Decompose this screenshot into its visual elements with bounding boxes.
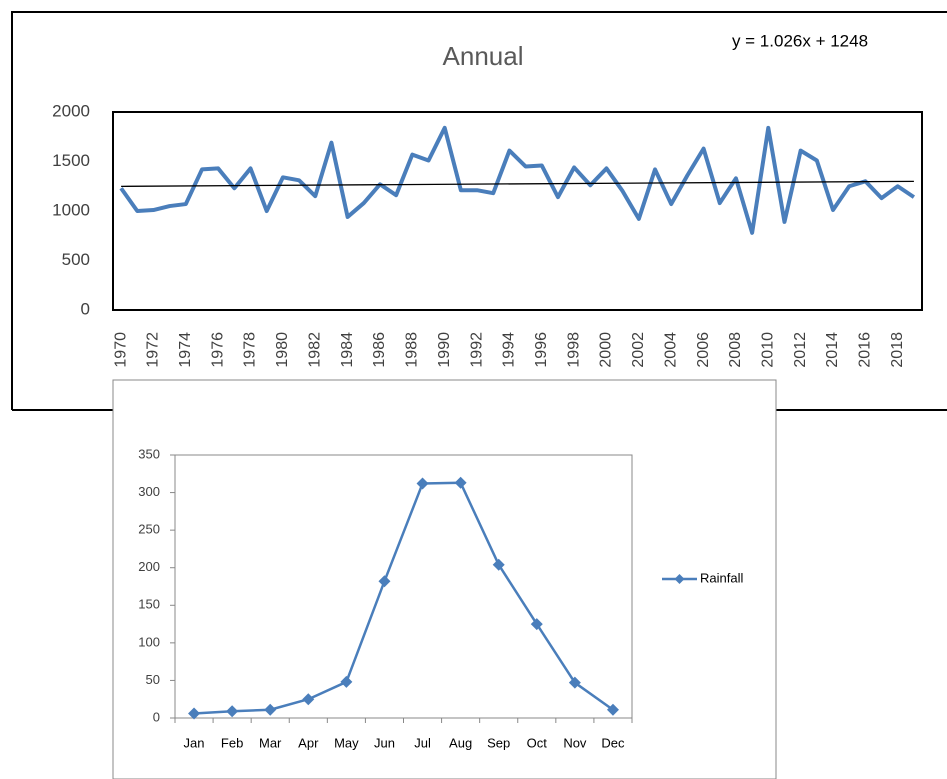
marker — [378, 575, 391, 588]
x-tick-label: Sep — [487, 735, 510, 750]
x-tick-label: Dec — [601, 735, 625, 750]
x-tick-label: 2006 — [695, 332, 712, 368]
x-tick-label: 2018 — [889, 332, 906, 368]
legend-label: Rainfall — [700, 570, 743, 585]
marker — [302, 693, 315, 706]
chart-title: Annual — [443, 41, 524, 71]
x-tick-label: Jan — [184, 735, 205, 750]
x-tick-label: Feb — [221, 735, 243, 750]
trendline — [121, 180, 914, 187]
y-tick-label: 150 — [138, 597, 160, 612]
y-tick-label: 50 — [146, 672, 160, 687]
x-tick-label: Nov — [563, 735, 587, 750]
x-tick-label: 2016 — [857, 332, 874, 368]
x-tick-label: 1976 — [209, 332, 226, 368]
x-tick-label: Apr — [298, 735, 319, 750]
y-tick-label: 1500 — [52, 151, 90, 170]
chart-frame — [11, 11, 947, 410]
x-tick-label: 1978 — [242, 332, 259, 368]
x-tick-label: 2014 — [824, 332, 841, 368]
x-tick-label: Jul — [414, 735, 431, 750]
x-tick-label: 2002 — [630, 332, 647, 368]
x-tick-label: 1982 — [306, 332, 323, 368]
x-tick-label: 1992 — [468, 332, 485, 368]
x-tick-label: 1994 — [501, 332, 518, 368]
y-tick-label: 1000 — [52, 200, 90, 219]
x-tick-label: 2012 — [792, 332, 809, 368]
y-tick-label: 300 — [138, 484, 160, 499]
x-tick-label: 1980 — [274, 332, 291, 368]
y-tick-label: 500 — [62, 250, 90, 269]
marker — [226, 705, 239, 718]
line — [193, 481, 614, 715]
x-tick-label: 1974 — [177, 332, 194, 368]
y-tick-label: 200 — [138, 559, 160, 574]
marker — [416, 477, 429, 490]
x-tick-label: May — [334, 735, 359, 750]
marker — [492, 558, 505, 571]
x-tick-label: Oct — [527, 735, 548, 750]
marker — [264, 703, 277, 716]
x-tick-label: 1996 — [533, 332, 550, 368]
x-tick-label: 1990 — [436, 332, 453, 368]
marker — [606, 703, 619, 716]
y-tick-label: 0 — [81, 299, 90, 318]
x-tick-label: 2008 — [727, 332, 744, 368]
x-tick-label: Jun — [374, 735, 395, 750]
trendline-equation: y = 1.026x + 1248 — [732, 31, 868, 50]
y-tick-label: 0 — [153, 709, 160, 724]
plot-area — [112, 111, 923, 311]
y-tick-label: 100 — [138, 634, 160, 649]
x-tick-label: 1986 — [371, 332, 388, 368]
x-tick-label: 2000 — [598, 332, 615, 368]
x-tick-label: 2004 — [662, 332, 679, 368]
x-tick-label: 1984 — [339, 332, 356, 368]
x-tick-label: Mar — [259, 735, 282, 750]
x-tick-label: 1988 — [404, 332, 421, 368]
marker — [530, 618, 543, 631]
x-tick-label: 1970 — [112, 332, 129, 368]
marker — [454, 476, 467, 489]
line — [119, 125, 916, 235]
y-tick-label: 2000 — [52, 101, 90, 120]
y-tick-label: 350 — [138, 446, 160, 461]
x-tick-label: 1972 — [145, 332, 162, 368]
x-tick-label: Aug — [449, 735, 472, 750]
y-tick-label: 250 — [138, 522, 160, 537]
marker — [568, 676, 581, 689]
x-tick-label: 2010 — [760, 332, 777, 368]
marker — [188, 707, 201, 720]
legend-marker — [674, 574, 685, 584]
marker — [340, 675, 353, 688]
x-tick-label: 1998 — [565, 332, 582, 368]
